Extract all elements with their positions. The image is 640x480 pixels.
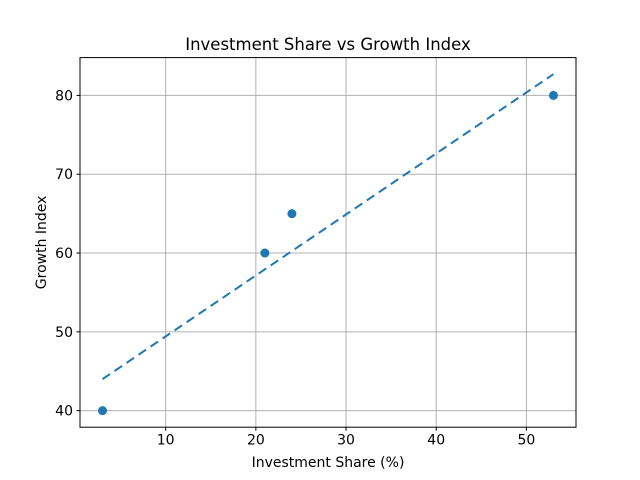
data-point — [548, 90, 558, 100]
x-tick-label: 50 — [517, 433, 535, 449]
plot-area: 10 20 30 40 50 40 50 60 70 80 — [55, 57, 577, 449]
y-tick-label: 60 — [55, 246, 73, 262]
x-axis-label: Investment Share (%) — [252, 455, 405, 471]
x-tick-label: 30 — [337, 433, 355, 449]
y-axis-label: Growth Index — [34, 196, 50, 290]
trend-line — [101, 73, 555, 380]
x-tick-label: 20 — [247, 433, 265, 449]
y-tick-label: 80 — [55, 88, 73, 104]
data-point — [260, 248, 270, 258]
data-point — [287, 209, 297, 219]
y-tick-label: 40 — [55, 404, 73, 420]
chart-title: Investment Share vs Growth Index — [185, 35, 471, 54]
y-tick-label: 70 — [55, 167, 73, 183]
x-tick-label: 10 — [157, 433, 175, 449]
y-tick-label: 50 — [55, 325, 73, 341]
axes-frame — [79, 57, 577, 428]
data-point — [98, 406, 108, 416]
x-tick-label: 40 — [427, 433, 445, 449]
